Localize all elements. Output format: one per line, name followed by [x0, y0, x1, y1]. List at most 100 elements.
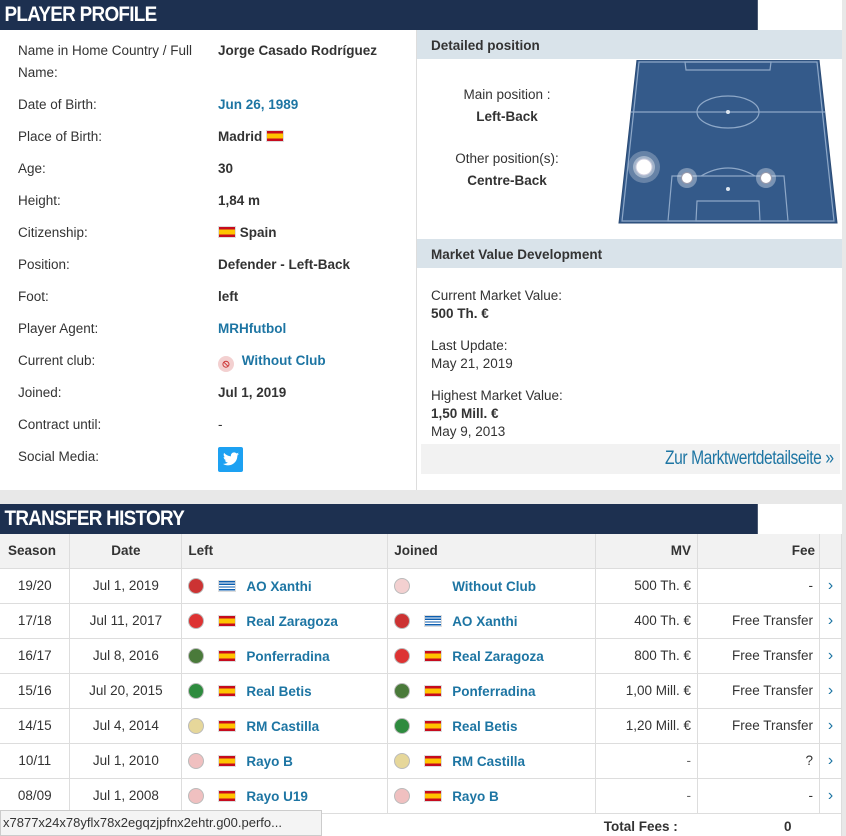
betis-crest-icon[interactable] — [394, 717, 411, 734]
spain-flag-icon — [424, 789, 443, 802]
joined-club-link[interactable]: Real Zaragoza — [452, 648, 544, 664]
left-club-link[interactable]: Real Betis — [246, 683, 312, 699]
rayo-crest-icon[interactable] — [188, 787, 205, 804]
joined-club-link[interactable]: AO Xanthi — [452, 613, 518, 629]
dob-link[interactable]: Jun 26, 1989 — [218, 97, 299, 112]
joined-club-cell: RM Castilla — [387, 743, 597, 779]
mv-cell: 1,20 Mill. € — [595, 708, 699, 744]
date-cell: Jul 1, 2008 — [69, 778, 183, 814]
joined-club-cell: Real Betis — [387, 708, 597, 744]
joined-value: Jul 1, 2019 — [218, 385, 287, 400]
col-mv[interactable]: MV — [595, 534, 699, 569]
info-label: Joined: — [18, 385, 62, 400]
xanthi-crest-icon[interactable] — [394, 612, 411, 629]
betis-crest-icon[interactable] — [188, 682, 205, 699]
zaragoza-crest-icon[interactable] — [394, 647, 411, 664]
info-label: Age: — [18, 161, 46, 176]
chevron-right-icon[interactable]: › — [819, 638, 842, 674]
table-row: 14/15 Jul 4, 2014 RM Castilla Real Betis… — [0, 708, 842, 744]
chevron-right-icon[interactable]: › — [819, 778, 842, 814]
market-value-header: Market Value Development — [417, 239, 842, 268]
position-value: Defender - Left-Back — [218, 257, 351, 272]
col-joined[interactable]: Joined — [387, 534, 597, 569]
column-divider — [416, 30, 417, 490]
joined-club-cell: Rayo B — [387, 778, 597, 814]
col-date[interactable]: Date — [69, 534, 183, 569]
transfer-table: Season Date Left Joined MV Fee 19/20 Jul… — [0, 534, 842, 836]
spain-flag-icon — [218, 226, 236, 238]
total-fees-row: Total Fees : 0 — [0, 813, 842, 836]
joined-club-link[interactable]: Ponferradina — [452, 683, 536, 699]
left-club-link[interactable]: Ponferradina — [246, 648, 330, 664]
transfer-history-header: TRANSFER HISTORY — [0, 504, 758, 534]
left-club-link[interactable]: Rayo U19 — [246, 788, 308, 804]
info-label: Name in Home Country / Full Name: — [18, 43, 193, 80]
col-left[interactable]: Left — [181, 534, 389, 569]
transfer-table-header-row: Season Date Left Joined MV Fee — [0, 534, 842, 569]
fee-cell: Free Transfer — [697, 638, 820, 674]
info-label: Citizenship: — [18, 225, 88, 240]
left-club-link[interactable]: Real Zaragoza — [246, 613, 338, 629]
fee-cell: - — [697, 568, 820, 604]
full-name-value: Jorge Casado Rodríguez — [218, 43, 378, 58]
left-club-cell: AO Xanthi — [181, 568, 389, 604]
left-club-link[interactable]: Rayo B — [246, 753, 293, 769]
browser-status-bar: x7877x24x78yflx78x2egqzjpfnx2ehtr.g00.pe… — [0, 810, 322, 836]
zaragoza-crest-icon[interactable] — [188, 612, 205, 629]
market-value-detail-link[interactable]: Zur Marktwertdetailseite » — [421, 444, 840, 474]
height-value: 1,84 m — [218, 193, 261, 208]
greece-flag-icon — [424, 614, 443, 627]
current-club-text[interactable]: Without Club — [241, 353, 326, 368]
citizenship-value: Spain — [218, 222, 413, 244]
xanthi-crest-icon[interactable] — [188, 577, 205, 594]
joined-club-link[interactable]: RM Castilla — [452, 753, 525, 769]
joined-club-link[interactable]: Without Club — [452, 578, 537, 594]
col-season[interactable]: Season — [0, 534, 71, 569]
left-club-cell: Ponferradina — [181, 638, 389, 674]
fee-cell: Free Transfer — [697, 708, 820, 744]
fee-cell: - — [697, 778, 820, 814]
twitter-icon[interactable] — [218, 447, 243, 472]
left-club-link[interactable]: RM Castilla — [246, 718, 320, 734]
highest-mv-value: 1,50 Mill. € — [431, 406, 499, 421]
info-label: Place of Birth: — [18, 129, 103, 144]
date-cell: Jul 1, 2010 — [69, 743, 183, 779]
age-value: 30 — [218, 161, 234, 176]
rayo-crest-icon[interactable] — [188, 752, 205, 769]
chevron-right-icon[interactable]: › — [819, 603, 842, 639]
main-position-label: Main position : — [463, 87, 551, 102]
left-club-link[interactable]: AO Xanthi — [246, 578, 312, 594]
ponferradina-crest-icon[interactable] — [188, 647, 205, 664]
detail-link-text[interactable]: Zur Marktwertdetailseite » — [665, 448, 834, 469]
without-club-icon[interactable] — [394, 577, 411, 594]
ponferradina-crest-icon[interactable] — [394, 682, 411, 699]
spain-flag-icon — [218, 649, 237, 662]
last-update-label: Last Update: — [431, 338, 508, 353]
joined-club-link[interactable]: Real Betis — [452, 718, 518, 734]
profile-info-column: Name in Home Country / Full Name: Jorge … — [0, 30, 416, 490]
date-cell: Jul 8, 2016 — [69, 638, 183, 674]
joined-club-link[interactable]: Rayo B — [452, 788, 499, 804]
date-cell: Jul 1, 2019 — [69, 568, 183, 604]
rayo-crest-icon[interactable] — [394, 787, 411, 804]
chevron-right-icon[interactable]: › — [819, 673, 842, 709]
current-club-link[interactable]: ⦸ Without Club — [218, 350, 413, 372]
chevron-right-icon[interactable]: › — [819, 568, 842, 604]
col-fee[interactable]: Fee — [697, 534, 820, 569]
agent-link[interactable]: MRHfutbol — [218, 321, 287, 336]
fee-cell: Free Transfer — [697, 673, 820, 709]
mv-cell: 800 Th. € — [595, 638, 699, 674]
table-row: 16/17 Jul 8, 2016 Ponferradina Real Zara… — [0, 638, 842, 674]
total-end — [819, 813, 842, 836]
greece-flag-icon — [218, 579, 237, 592]
chevron-right-icon[interactable]: › — [819, 708, 842, 744]
current-mv-value: 500 Th. € — [431, 306, 489, 321]
real-madrid-crest-icon[interactable] — [394, 752, 411, 769]
real-madrid-crest-icon[interactable] — [188, 717, 205, 734]
total-fees-label: Total Fees : — [603, 818, 678, 834]
joined-club-cell: Without Club — [387, 568, 597, 604]
date-cell: Jul 4, 2014 — [69, 708, 183, 744]
chevron-right-icon[interactable]: › — [819, 743, 842, 779]
highest-mv-label: Highest Market Value: — [431, 388, 563, 403]
info-label: Contract until: — [18, 417, 102, 432]
